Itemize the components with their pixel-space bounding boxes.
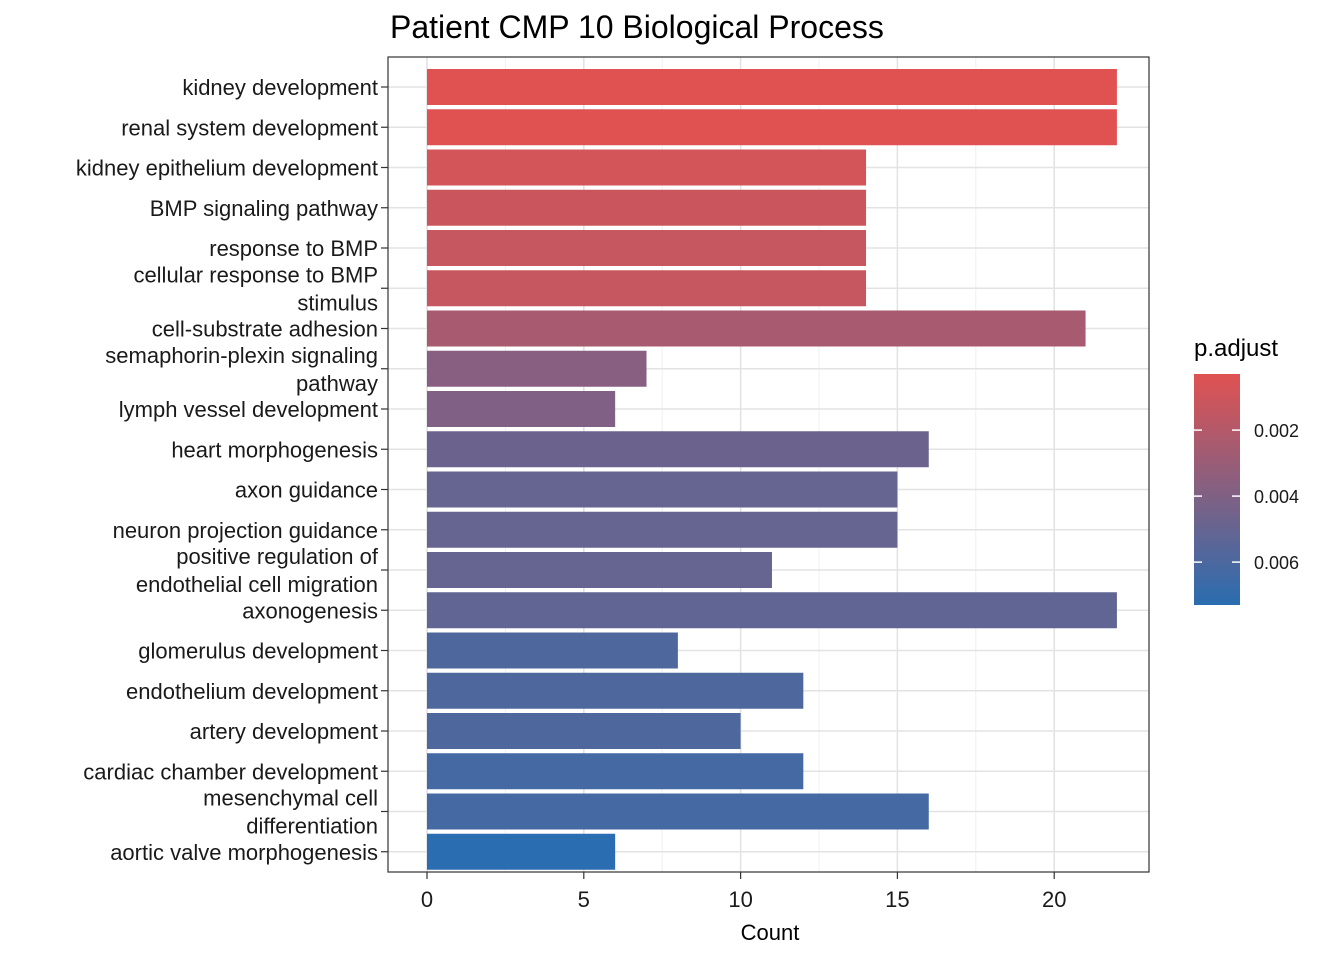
legend-ticks: 0.002 0.004 0.006 — [1194, 421, 1299, 573]
y-tick-label: axon guidance — [235, 478, 378, 503]
y-tick-label: cardiac chamber development — [83, 759, 378, 784]
y-tick-label: kidney development — [182, 75, 378, 100]
x-axis-title: Count — [741, 920, 800, 945]
bar — [427, 632, 678, 669]
y-tick-label: lymph vessel development — [119, 397, 378, 422]
y-tick-label: mesenchymal cell — [203, 786, 378, 811]
bar — [427, 511, 898, 548]
y-tick-label: kidney epithelium development — [76, 156, 378, 181]
y-tick-label: stimulus — [297, 290, 378, 315]
bar — [427, 310, 1086, 347]
y-tick-label: cellular response to BMP — [133, 262, 378, 287]
plot-border — [387, 56, 1150, 873]
x-tick-label: 10 — [728, 887, 752, 912]
y-tick-label: artery development — [190, 719, 378, 744]
bar — [427, 833, 616, 870]
bar — [427, 793, 929, 830]
chart-title: Patient CMP 10 Biological Process — [390, 9, 884, 45]
legend-tick-label: 0.002 — [1254, 421, 1299, 441]
bar — [427, 69, 1117, 105]
y-tick-label: endothelium development — [126, 679, 378, 704]
legend: p.adjust 0.002 0.004 0.006 — [1194, 335, 1299, 605]
bar — [427, 552, 772, 588]
x-tick-label: 5 — [578, 887, 590, 912]
legend-tick-label: 0.004 — [1254, 487, 1299, 507]
bar — [427, 471, 898, 508]
bar — [427, 431, 929, 468]
y-tick-label: semaphorin-plexin signaling — [105, 343, 378, 368]
y-tick-label: glomerulus development — [138, 639, 378, 664]
x-tick-label: 0 — [421, 887, 433, 912]
legend-tick-label: 0.006 — [1254, 553, 1299, 573]
bar — [427, 713, 741, 749]
bar — [427, 109, 1117, 146]
y-tick-label: pathway — [296, 371, 378, 396]
y-tick-label: heart morphogenesis — [171, 437, 378, 462]
bar — [427, 230, 867, 266]
bar — [427, 149, 867, 186]
y-tick-label: endothelial cell migration — [136, 572, 378, 597]
y-axis: kidney development renal system developme… — [76, 75, 388, 865]
y-tick-label: differentiation — [246, 814, 378, 839]
bar — [427, 270, 867, 307]
legend-colorbar — [1194, 374, 1240, 605]
x-tick-label: 20 — [1042, 887, 1066, 912]
y-tick-label: positive regulation of — [176, 544, 379, 569]
x-axis: 0 5 10 15 20 — [421, 872, 1066, 912]
bar — [427, 391, 616, 427]
bar — [427, 189, 867, 226]
y-tick-label: aortic valve morphogenesis — [110, 840, 378, 865]
y-tick-label: response to BMP — [209, 236, 378, 261]
bar — [427, 350, 647, 387]
plot-area — [387, 56, 1150, 873]
y-tick-label: axonogenesis — [242, 598, 378, 623]
y-tick-label: cell-substrate adhesion — [152, 317, 378, 342]
bar — [427, 753, 804, 790]
y-tick-label: BMP signaling pathway — [150, 196, 378, 221]
x-tick-label: 15 — [885, 887, 909, 912]
legend-title: p.adjust — [1194, 335, 1278, 362]
bar — [427, 672, 804, 709]
y-tick-label: renal system development — [121, 115, 378, 140]
bar — [427, 592, 1117, 629]
y-tick-label: neuron projection guidance — [113, 518, 378, 543]
bars — [427, 69, 1117, 870]
